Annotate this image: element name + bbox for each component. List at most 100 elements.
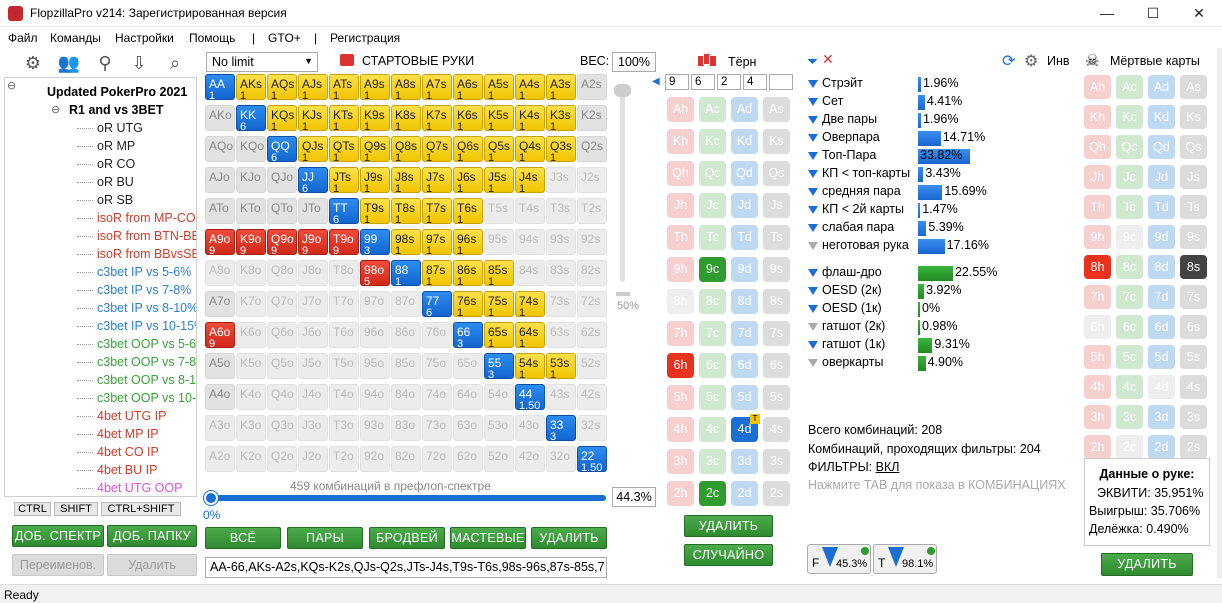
hand-cell[interactable]: A3o <box>205 415 235 441</box>
board-card[interactable]: Kc <box>699 129 726 154</box>
collapse-root-icon[interactable]: ⊖ <box>7 80 17 92</box>
board-card[interactable]: Jc <box>699 193 726 218</box>
dead-card[interactable]: 5h <box>1084 345 1111 369</box>
clear-range-button[interactable]: УДАЛИТЬ <box>531 527 607 549</box>
board-card[interactable]: Qd <box>731 161 758 186</box>
hand-cell[interactable]: K5s 1 <box>484 105 514 131</box>
hand-cell[interactable]: 63s <box>546 322 576 348</box>
board-card[interactable]: 8s <box>763 289 790 314</box>
hand-cell[interactable]: 53s 1 <box>546 353 576 379</box>
suited-button[interactable]: МАСТЕВЫЕ <box>450 527 526 549</box>
hand-cell[interactable]: 32s <box>577 415 607 441</box>
hand-cell[interactable]: A9s 1 <box>360 74 390 100</box>
hand-cell[interactable]: KJs 1 <box>298 105 328 131</box>
hand-cell[interactable]: T4o <box>329 384 359 410</box>
hand-cell[interactable]: T4s <box>515 198 545 224</box>
stat-row[interactable]: OESD (1к) <box>808 301 882 315</box>
all-button[interactable]: ВСЁ <box>205 527 281 549</box>
hand-cell[interactable]: T7s 1 <box>422 198 452 224</box>
tree-item[interactable]: 4bet CO IP <box>97 445 159 459</box>
board-card[interactable]: Tc <box>699 225 726 250</box>
tree-item[interactable]: 4bet UTG OOP <box>97 481 183 495</box>
board-card[interactable]: Ks <box>763 129 790 154</box>
stat-row[interactable]: Оверпара <box>808 130 880 144</box>
hand-cell[interactable]: 86o <box>391 322 421 348</box>
hand-cell[interactable]: 97s 1 <box>422 229 452 255</box>
hand-cell[interactable]: Q6s 1 <box>453 136 483 162</box>
hand-cell[interactable]: 63o <box>453 415 483 441</box>
filter-funnel-icon[interactable] <box>808 340 818 349</box>
hand-cell[interactable]: A2o <box>205 446 235 472</box>
hand-cell[interactable]: T6o <box>329 322 359 348</box>
board-card[interactable]: Td <box>731 225 758 250</box>
hand-cell[interactable]: Q4s 1 <box>515 136 545 162</box>
board-card[interactable]: As <box>763 97 790 122</box>
hand-cell[interactable]: AQo <box>205 136 235 162</box>
board-card[interactable]: 4c <box>699 417 726 442</box>
equity-slider-track[interactable] <box>210 495 606 501</box>
board-card[interactable]: 8c <box>699 289 726 314</box>
dead-card[interactable]: 5s <box>1180 345 1207 369</box>
dead-card[interactable]: 8h <box>1084 255 1111 279</box>
hand-cell[interactable]: 82o <box>391 446 421 472</box>
filter-funnel-icon[interactable] <box>808 97 818 106</box>
weight-slider-thumb[interactable] <box>614 84 631 97</box>
hand-cell[interactable]: Q4o <box>267 384 297 410</box>
board-card[interactable]: 9c <box>699 257 726 282</box>
hand-cell[interactable]: A5s 1 <box>484 74 514 100</box>
dead-card[interactable]: Td <box>1148 195 1175 219</box>
dead-card[interactable]: Qh <box>1084 135 1111 159</box>
board-card[interactable]: 3h <box>667 449 694 474</box>
hand-cell[interactable]: J3o <box>298 415 328 441</box>
board-card[interactable]: 2d <box>731 481 758 506</box>
flop-equity-button[interactable]: F 45.3% <box>807 544 871 574</box>
hand-cell[interactable]: J9o 9 <box>298 229 328 255</box>
filter-funnel-icon[interactable] <box>808 169 818 178</box>
turn-equity-button[interactable]: T 98.1% <box>873 544 937 574</box>
dead-card[interactable]: 2c <box>1116 435 1143 459</box>
stat-row[interactable]: Стрэйт <box>808 76 863 90</box>
stat-row[interactable]: гатшот (2к) <box>808 319 885 333</box>
hand-cell[interactable]: AQs 1 <box>267 74 297 100</box>
dead-card[interactable]: Kh <box>1084 105 1111 129</box>
hand-cell[interactable]: J7s 1 <box>422 167 452 193</box>
dead-card[interactable]: 5d <box>1148 345 1175 369</box>
hand-cell[interactable]: K4o <box>236 384 266 410</box>
hand-cell[interactable]: K3o <box>236 415 266 441</box>
hand-cell[interactable]: T5s <box>484 198 514 224</box>
board-card[interactable]: 7c <box>699 321 726 346</box>
dead-card[interactable]: Jd <box>1148 165 1175 189</box>
clear-board-button[interactable]: УДАЛИТЬ <box>684 515 773 537</box>
board-card[interactable]: Kd <box>731 129 758 154</box>
hand-cell[interactable]: T8s 1 <box>391 198 421 224</box>
dead-card[interactable]: 2h <box>1084 435 1111 459</box>
hand-cell[interactable]: 62s <box>577 322 607 348</box>
hand-cell[interactable]: 33 3 <box>546 415 576 441</box>
hand-cell[interactable]: 44 1.50 <box>515 384 545 410</box>
dead-card[interactable]: 4d <box>1148 375 1175 399</box>
hand-cell[interactable]: 72o <box>422 446 452 472</box>
hand-cell[interactable]: K9o 9 <box>236 229 266 255</box>
hand-cell[interactable]: 64s 1 <box>515 322 545 348</box>
board-card[interactable]: 8h <box>667 289 694 314</box>
tree-item[interactable]: c3bet OOP vs 5-6% <box>97 337 197 351</box>
filter-icon[interactable]: ⏷ <box>807 53 819 69</box>
dead-card[interactable]: Qd <box>1148 135 1175 159</box>
hand-cell[interactable]: 93o <box>360 415 390 441</box>
stat-row[interactable]: Топ-Пара <box>808 148 876 162</box>
dead-card[interactable]: Ts <box>1180 195 1207 219</box>
tree-item[interactable]: c3bet IP vs 10-15% <box>97 319 197 333</box>
pairs-button[interactable]: ПАРЫ <box>287 527 363 549</box>
stat-row[interactable]: КП < 2й карты <box>808 202 904 216</box>
hand-cell[interactable]: 55 3 <box>484 353 514 379</box>
weight-slider-track[interactable] <box>620 86 625 282</box>
hand-cell[interactable]: J3s <box>546 167 576 193</box>
hand-cell[interactable]: Q2o <box>267 446 297 472</box>
hand-cell[interactable]: J2o <box>298 446 328 472</box>
hand-cell[interactable]: 88 1 <box>391 260 421 286</box>
board-card[interactable]: Qh <box>667 161 694 186</box>
dead-card[interactable]: Jc <box>1116 165 1143 189</box>
menu-help[interactable]: Помощь <box>189 31 236 45</box>
dead-card[interactable]: Qs <box>1180 135 1207 159</box>
tree-item[interactable]: c3bet IP vs 7-8% <box>97 283 192 297</box>
